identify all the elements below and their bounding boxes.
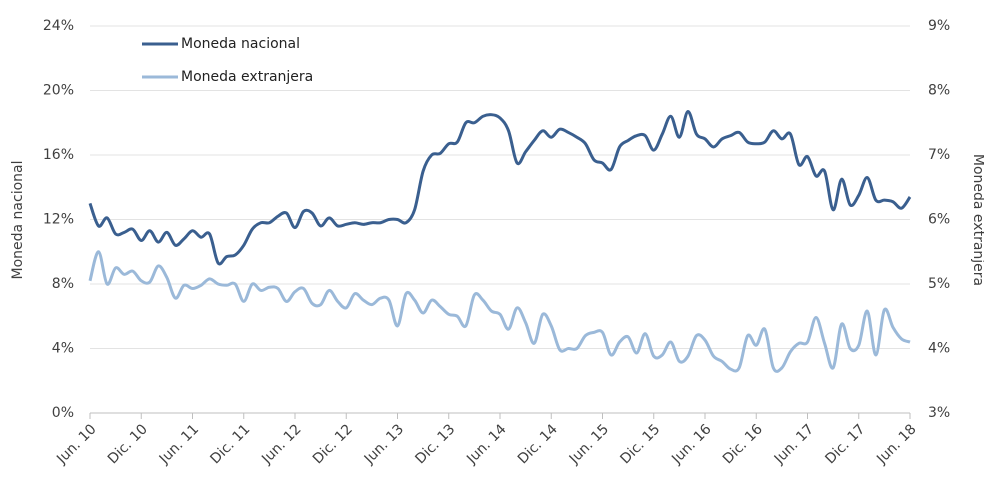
x-tick-label: Jun. 17 [771, 421, 817, 467]
x-tick-label: Dic. 11 [207, 421, 253, 467]
y-tick-label: 24% [43, 18, 74, 34]
y-tick-label: 0% [52, 405, 74, 421]
y-tick-label: 12% [43, 212, 74, 228]
y-tick-label: 4% [52, 341, 74, 357]
x-tick-label: Jun. 18 [873, 421, 919, 467]
x-tick-label: Jun. 14 [463, 421, 509, 467]
x-tick-label: Jun. 10 [53, 421, 99, 467]
x-tick-label: Dic. 15 [617, 421, 663, 467]
y2-tick-label: 9% [928, 18, 950, 34]
line-series [88, 109, 912, 266]
x-tick-label: Jun. 15 [566, 421, 612, 467]
x-tick-label: Jun. 16 [668, 421, 714, 467]
x-tick-label: Dic. 12 [310, 421, 356, 467]
legend-label: Moneda nacional [181, 36, 300, 52]
line-series [88, 250, 911, 373]
y-tick-label: 16% [43, 147, 74, 163]
x-tick-label: Dic. 10 [105, 421, 151, 467]
y2-tick-label: 3% [928, 405, 950, 421]
x-tick-label: Dic. 14 [515, 421, 561, 467]
x-tick-label: Dic. 13 [412, 421, 458, 467]
x-tick-label: Jun. 13 [361, 421, 407, 467]
y2-tick-label: 4% [928, 341, 950, 357]
y2-tick-label: 5% [928, 276, 950, 292]
y2-tick-label: 8% [928, 83, 950, 99]
y2-axis-label: Moneda extranjera [970, 154, 984, 286]
y2-tick-label: 7% [928, 147, 950, 163]
y-tick-label: 20% [43, 83, 74, 99]
legend-label: Moneda extranjera [181, 69, 313, 85]
x-tick-label: Jun. 11 [156, 421, 202, 467]
x-tick-label: Dic. 17 [822, 421, 868, 467]
x-tick-label: Jun. 12 [258, 421, 304, 467]
y-axis-label: Moneda nacional [10, 161, 26, 280]
y-tick-label: 8% [52, 276, 74, 292]
y2-tick-label: 6% [928, 212, 950, 228]
x-tick-label: Dic. 16 [720, 421, 766, 467]
